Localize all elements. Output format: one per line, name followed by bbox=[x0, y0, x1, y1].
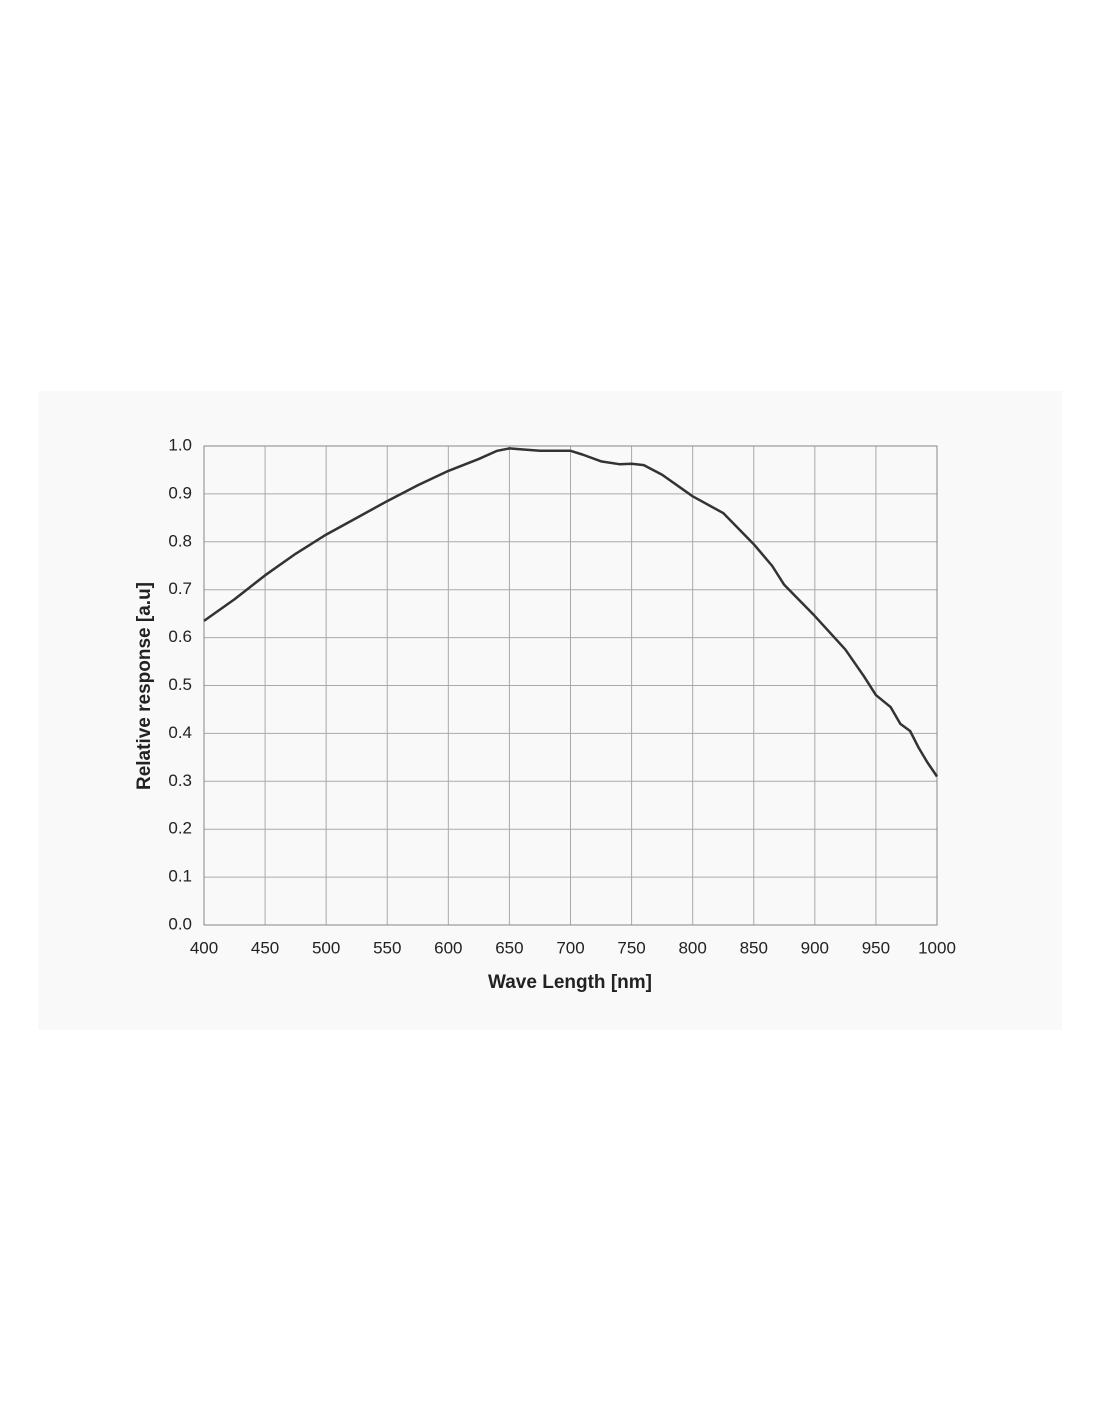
y-tick-label: 1.0 bbox=[168, 435, 192, 454]
x-tick-label: 850 bbox=[740, 938, 768, 957]
data-line bbox=[203, 447, 939, 778]
x-tick-label: 600 bbox=[434, 938, 462, 957]
y-tick-label: 0.2 bbox=[168, 819, 192, 838]
x-tick-label: 650 bbox=[495, 938, 523, 957]
x-tick-label: 400 bbox=[190, 938, 218, 957]
plot-frame bbox=[203, 445, 938, 926]
y-tick-label: 0.5 bbox=[168, 675, 192, 694]
y-tick-label: 0.3 bbox=[168, 771, 192, 790]
x-tick-label: 500 bbox=[312, 938, 340, 957]
x-tick-label: 550 bbox=[373, 938, 401, 957]
x-tick-label: 700 bbox=[556, 938, 584, 957]
y-tick-label: 0.6 bbox=[168, 627, 192, 646]
y-tick-label: 0.8 bbox=[168, 531, 192, 550]
y-axis-title: Relative response [a.u] bbox=[134, 582, 155, 790]
y-tick-label: 0.1 bbox=[168, 867, 192, 886]
x-tick-label: 900 bbox=[801, 938, 829, 957]
x-tick-label: 450 bbox=[251, 938, 279, 957]
x-tick-label: 1000 bbox=[918, 938, 956, 957]
y-tick-label: 0.9 bbox=[168, 483, 192, 502]
y-tick-label: 0.4 bbox=[168, 723, 192, 742]
x-axis-title: Wave Length [nm] bbox=[488, 972, 652, 993]
x-tick-label: 800 bbox=[678, 938, 706, 957]
x-tick-label: 750 bbox=[617, 938, 645, 957]
y-tick-label: 0.7 bbox=[168, 579, 192, 598]
y-tick-label: 0.0 bbox=[168, 914, 192, 933]
x-tick-label: 950 bbox=[862, 938, 890, 957]
